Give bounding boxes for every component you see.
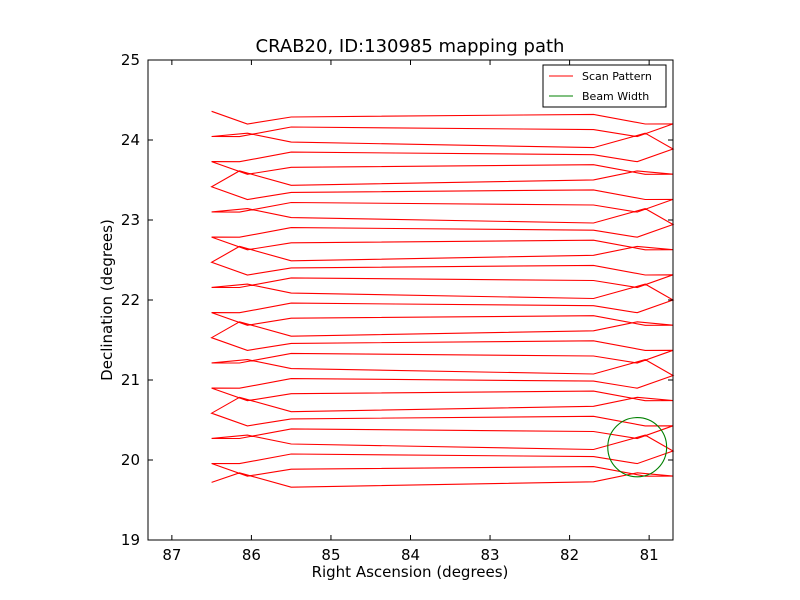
chart-title: CRAB20, ID:130985 mapping path (256, 36, 565, 57)
x-axis-label: Right Ascension (degrees) (312, 563, 509, 581)
y-tick-label: 23 (121, 211, 140, 229)
y-tick-label: 20 (121, 451, 140, 469)
y-axis-ticks: 19 20 21 22 23 24 25 (121, 51, 673, 549)
x-tick-label: 83 (480, 546, 499, 564)
y-tick-label: 25 (121, 51, 140, 69)
y-axis-label: Declination (degrees) (98, 219, 116, 381)
x-tick-label: 87 (162, 546, 181, 564)
x-tick-label: 84 (401, 546, 420, 564)
x-tick-label: 82 (560, 546, 579, 564)
legend: Scan Pattern Beam Width (542, 64, 667, 108)
plot-background (148, 60, 673, 540)
x-tick-label: 86 (242, 546, 261, 564)
legend-label-scan-pattern: Scan Pattern (582, 70, 652, 83)
y-tick-label: 24 (121, 131, 140, 149)
y-tick-label: 19 (121, 531, 140, 549)
beam-width-layer (607, 417, 668, 478)
x-tick-label: 81 (640, 546, 659, 564)
x-axis-ticks: 87 86 85 84 83 82 81 (162, 60, 659, 564)
beam-width-circle (607, 417, 668, 478)
plot-area (147, 59, 675, 541)
legend-box (542, 64, 667, 108)
y-tick-label: 22 (121, 291, 140, 309)
legend-label-beam-width: Beam Width (582, 90, 649, 103)
y-tick-label: 21 (121, 371, 140, 389)
x-tick-label: 85 (321, 546, 340, 564)
